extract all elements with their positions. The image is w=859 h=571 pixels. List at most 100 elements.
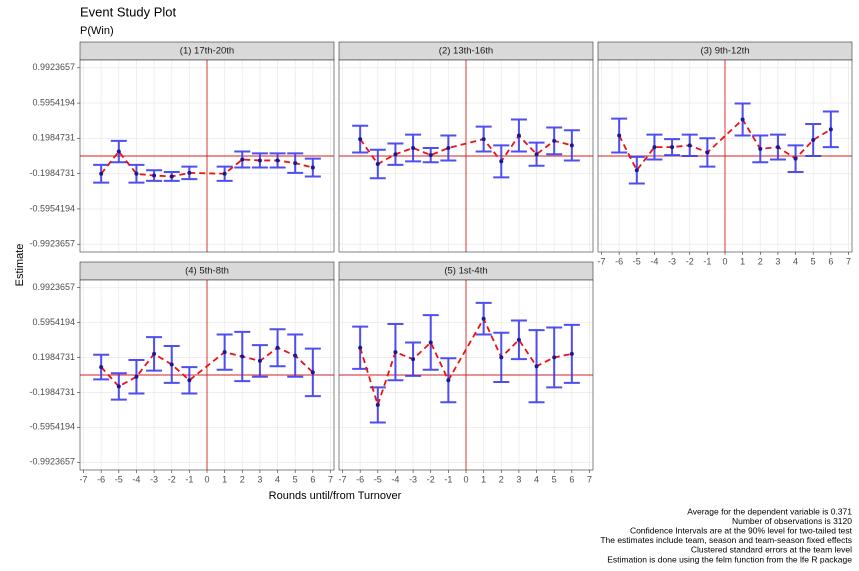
point (481, 316, 486, 321)
x-tick-label: 5 (552, 474, 557, 484)
point (411, 357, 416, 362)
y-tick-label: 0.9923657 (32, 62, 75, 72)
estimate-line (100, 346, 314, 388)
strip-label: (5) 1st-4th (444, 266, 487, 277)
y-tick-label: -0.1984731 (29, 387, 75, 397)
estimate-line (359, 134, 573, 166)
point (293, 353, 298, 358)
panel-border (79, 59, 335, 253)
x-tick-label: 2 (499, 474, 504, 484)
point (569, 143, 574, 148)
point (222, 350, 227, 355)
point (99, 365, 104, 370)
point (499, 159, 504, 164)
point (275, 345, 280, 350)
y-tick-label: 0.1984731 (32, 352, 75, 362)
chart-title: Event Study Plot (80, 4, 176, 19)
point (116, 384, 121, 389)
x-tick-label: 6 (828, 256, 833, 266)
note: Estimation is done using the felm functi… (607, 554, 852, 564)
point (687, 143, 692, 148)
point (828, 127, 833, 132)
strip-label: (2) 13th-16th (439, 46, 493, 57)
point (134, 374, 139, 379)
x-tick-label: -7 (598, 256, 606, 266)
x-tick-label: -5 (115, 474, 123, 484)
point (634, 168, 639, 173)
point (516, 337, 521, 342)
point (446, 146, 451, 150)
x-tick-label: 5 (293, 474, 298, 484)
point (705, 150, 710, 155)
x-tick-label: 1 (222, 474, 227, 484)
point (310, 370, 315, 375)
point (393, 152, 398, 157)
x-tick-label: 4 (793, 256, 798, 266)
x-tick-label: 7 (846, 256, 851, 266)
x-tick-label: 2 (758, 256, 763, 266)
estimate-line (100, 150, 314, 178)
x-tick-label: -2 (686, 256, 694, 266)
strip-label: (1) 17th-20th (180, 46, 234, 57)
y-tick-label: 0.9923657 (32, 282, 75, 292)
point (187, 170, 192, 175)
x-tick-label: -5 (633, 256, 641, 266)
y-tick-label: -0.9923657 (29, 457, 75, 467)
point (481, 137, 486, 142)
panel-border (79, 279, 335, 471)
x-tick-label: -7 (80, 474, 88, 484)
x-tick-label: 0 (722, 256, 727, 266)
point (569, 351, 574, 356)
point (758, 146, 763, 151)
point (534, 152, 539, 157)
strip-label: (3) 9th-12th (700, 46, 749, 57)
point (393, 350, 398, 355)
point (499, 355, 504, 360)
point (293, 161, 298, 166)
y-tick-label: 0.5954194 (32, 97, 75, 107)
point (375, 402, 380, 407)
point (152, 351, 157, 356)
point (116, 149, 121, 154)
x-tick-label: -4 (391, 474, 399, 484)
x-tick-label: -1 (185, 474, 193, 484)
point (428, 153, 433, 158)
point (652, 145, 657, 150)
x-tick-label: -6 (615, 256, 623, 266)
point (446, 378, 451, 383)
point (240, 157, 245, 162)
y-tick-label: -0.5954194 (29, 203, 75, 213)
x-tick-label: -3 (409, 474, 417, 484)
point (222, 171, 227, 176)
point (275, 158, 280, 163)
x-tick-label: -3 (668, 256, 676, 266)
point (740, 117, 745, 122)
x-tick-label: -3 (150, 474, 158, 484)
note: Number of observations is 3120 (732, 516, 852, 526)
x-tick-label: 0 (463, 474, 468, 484)
x-tick-label: 7 (328, 474, 333, 484)
point (670, 145, 675, 150)
point (534, 364, 539, 369)
y-tick-label: 0.1984731 (32, 133, 75, 143)
x-tick-label: 3 (257, 474, 262, 484)
note: Clustered standard errors at the team le… (691, 545, 852, 555)
x-tick-label: -7 (339, 474, 347, 484)
point (169, 362, 174, 367)
point (169, 174, 174, 179)
point (358, 137, 363, 142)
y-tick-label: 0.5954194 (32, 317, 75, 327)
point (552, 138, 557, 143)
point (775, 145, 780, 150)
point (411, 146, 416, 150)
x-tick-label: 3 (775, 256, 780, 266)
estimate-line (359, 316, 573, 408)
point (617, 133, 622, 138)
panel-border (597, 59, 853, 253)
x-tick-label: 4 (534, 474, 539, 484)
x-tick-label: 5 (811, 256, 816, 266)
point (428, 340, 433, 345)
x-tick-label: 6 (310, 474, 315, 484)
point (99, 171, 104, 176)
